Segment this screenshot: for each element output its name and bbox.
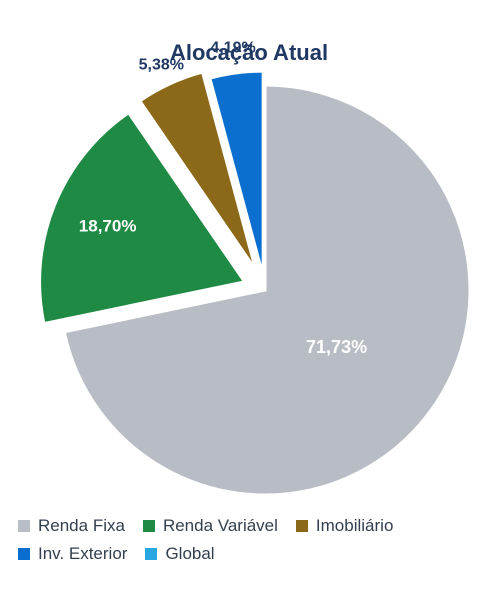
- data-label-imobili-rio: 5,38%: [139, 56, 184, 73]
- pie-slice-inv-exterior: [207, 69, 265, 277]
- legend-label: Imobiliário: [315, 516, 394, 535]
- legend-item-inv-exterior: Inv. Exterior: [18, 544, 127, 564]
- pie-slice-renda-vari-vel: [38, 110, 248, 326]
- pie-slice-imobili-rio: [137, 70, 258, 271]
- legend-swatch: [142, 520, 155, 532]
- legend-item-renda-variavel: Renda Variável: [142, 516, 278, 536]
- legend-label: Global: [165, 544, 215, 563]
- data-label-renda-vari-vel: 18,70%: [79, 216, 137, 235]
- legend-item-global: Global: [145, 544, 215, 564]
- legend-item-imobiliario: Imobiliário: [295, 516, 394, 536]
- legend-label: Inv. Exterior: [38, 544, 128, 563]
- chart-title: Alocação Atual: [169, 40, 329, 65]
- legend-row: Renda Fixa Renda Variável Imobiliário: [18, 512, 488, 540]
- legend-swatch: [18, 520, 30, 532]
- legend-swatch: [295, 520, 308, 532]
- legend-label: Renda Variável: [162, 516, 278, 535]
- data-label-inv-exterior: 4,19%: [210, 40, 255, 57]
- legend-swatch: [18, 548, 30, 560]
- legend-label: Renda Fixa: [38, 516, 125, 535]
- legend-swatch: [145, 548, 158, 560]
- legend: Renda Fixa Renda Variável Imobiliário In…: [18, 512, 488, 568]
- legend-item-renda-fixa: Renda Fixa: [18, 516, 125, 536]
- pie-slice-renda-fixa: [62, 83, 472, 497]
- data-label-renda-fixa: 71,73%: [306, 337, 367, 357]
- legend-row: Inv. Exterior Global: [18, 540, 488, 568]
